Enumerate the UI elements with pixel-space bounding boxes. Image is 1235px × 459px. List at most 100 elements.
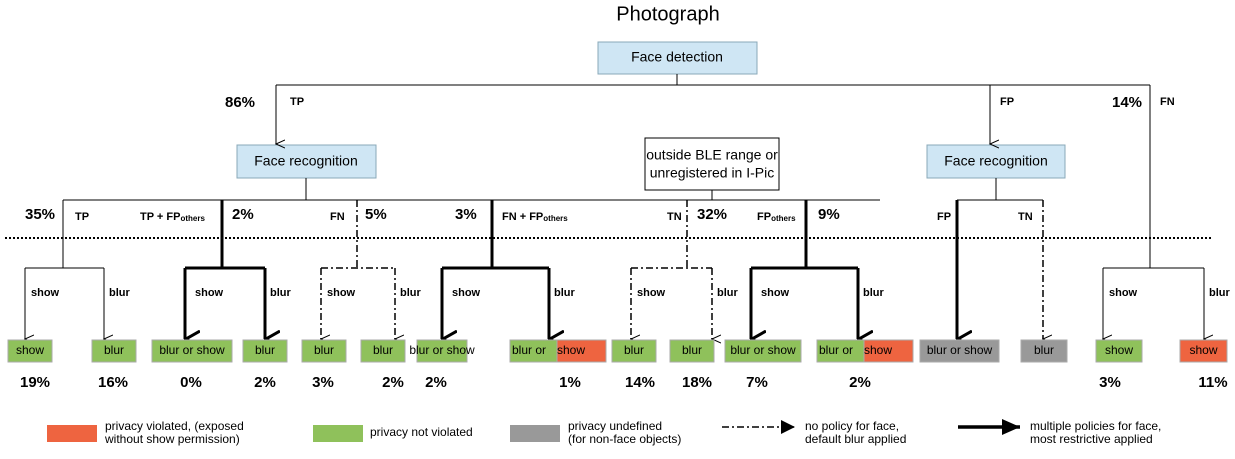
leaf-label: blur: [104, 343, 124, 357]
percentage: 11%: [1198, 374, 1227, 391]
branch-label: show: [637, 287, 666, 299]
leaf-box: [416, 339, 468, 363]
edge-label-main: TP + FP: [140, 211, 180, 223]
leaf-box: [301, 339, 347, 363]
branch-label: show: [452, 287, 481, 299]
legend-label: privacy violated, (exposed: [105, 419, 244, 433]
node-label: Face recognition: [254, 153, 358, 169]
leaf-label: show: [864, 343, 892, 357]
leaf-label: blur or: [819, 343, 853, 357]
branch-label: show: [1109, 287, 1138, 299]
leaf-label: blur or: [512, 343, 546, 357]
edge-label-main: TN: [667, 211, 682, 223]
legend-label: most restrictive applied: [1030, 432, 1153, 446]
leaf-box: [1179, 339, 1228, 363]
leaf-box-violated: [556, 339, 607, 363]
legend-label: no policy for face,: [805, 419, 899, 433]
branch-label: blur: [109, 287, 130, 299]
leaf-box: [91, 339, 137, 363]
percentage: 1%: [559, 374, 581, 391]
legend-swatch: [313, 425, 363, 442]
percentage: 2%: [254, 374, 276, 391]
leaf-label: blur: [1034, 343, 1054, 357]
legend-label: default blur applied: [805, 432, 906, 446]
percentage: 0%: [180, 374, 202, 391]
branch-label: show: [195, 287, 224, 299]
percentage: 7%: [746, 374, 768, 391]
branch-label: show: [327, 287, 356, 299]
legend-swatch: [510, 425, 560, 442]
leaf-box: [360, 339, 406, 363]
branch-label: blur: [717, 287, 738, 299]
legend-label: privacy undefined: [568, 419, 662, 433]
percentage: 14%: [625, 374, 655, 391]
edge-label-main: FN + FP: [502, 211, 543, 223]
node-label: outside BLE range or: [646, 147, 778, 163]
edge-label-sub: others: [180, 214, 205, 223]
percentage: 5%: [365, 206, 387, 223]
percentage: 3%: [312, 374, 334, 391]
percentage: 2%: [382, 374, 404, 391]
percentage: 3%: [455, 206, 477, 223]
percentage: 16%: [98, 374, 128, 391]
edge-label: FP: [937, 211, 951, 223]
leaf-label: blur: [373, 343, 393, 357]
edge-label: FN + FPothers: [502, 211, 568, 223]
leaf-box: [669, 339, 715, 363]
ble-box: [644, 137, 780, 191]
percentage: 2%: [849, 374, 871, 391]
leaf-label: blur: [314, 343, 334, 357]
edge-label-sub: others: [771, 214, 796, 223]
leaf-box: [611, 339, 657, 363]
leaf-box: [7, 339, 53, 363]
branch-label: show: [761, 287, 790, 299]
leaf-label: show: [16, 343, 44, 357]
branch-label: blur: [400, 287, 421, 299]
branch-label: blur: [1209, 287, 1230, 299]
branch-label: show: [31, 287, 60, 299]
edge-label: TN: [667, 211, 682, 223]
node-label: Face recognition: [944, 153, 1048, 169]
leaf-label: blur: [255, 343, 275, 357]
leaf-box: [919, 339, 1000, 363]
legend-swatch: [47, 425, 97, 442]
leaf-label: show: [1189, 343, 1217, 357]
edge-label-main: FP: [757, 211, 771, 223]
leaf-box: [1020, 339, 1068, 363]
edge-label-main: FP: [937, 211, 951, 223]
edge-label-main: FN: [330, 211, 345, 223]
branch-label: blur: [863, 287, 884, 299]
legend-label: privacy not violated: [370, 425, 473, 439]
leaf-label: blur: [682, 343, 702, 357]
percentage: 14%: [1112, 94, 1142, 111]
percentage: 2%: [425, 374, 447, 391]
percentage: 19%: [20, 374, 50, 391]
title: Photograph: [616, 3, 719, 25]
edge-label: TP: [290, 96, 304, 108]
face-recognition-box: [236, 144, 377, 179]
node-label: unregistered in I-Pic: [650, 165, 775, 181]
edge-label: FN: [330, 211, 345, 223]
edge-label: FPothers: [757, 211, 796, 223]
leaf-label: blur: [624, 343, 644, 357]
branch-label: blur: [554, 287, 575, 299]
edge-label: TP + FPothers: [140, 211, 205, 223]
leaf-box: [724, 339, 802, 363]
leaf-label: show: [1105, 343, 1133, 357]
leaf-box: [242, 339, 288, 363]
leaf-label: blur or show: [730, 343, 796, 357]
leaf-box-violated: [863, 339, 914, 363]
branch-label: blur: [270, 287, 291, 299]
percentage: 86%: [225, 94, 255, 111]
node-label: Face detection: [631, 49, 723, 65]
edge-label: FN: [1160, 96, 1175, 108]
legend-label: without show permission): [104, 432, 240, 446]
leaf-label: blur or show: [159, 343, 225, 357]
percentage: 3%: [1099, 374, 1121, 391]
edge-label: TP: [75, 211, 89, 223]
leaf-box: [151, 339, 233, 363]
edge-label-sub: others: [543, 214, 568, 223]
percentage: 18%: [682, 374, 712, 391]
percentage: 9%: [818, 206, 840, 223]
